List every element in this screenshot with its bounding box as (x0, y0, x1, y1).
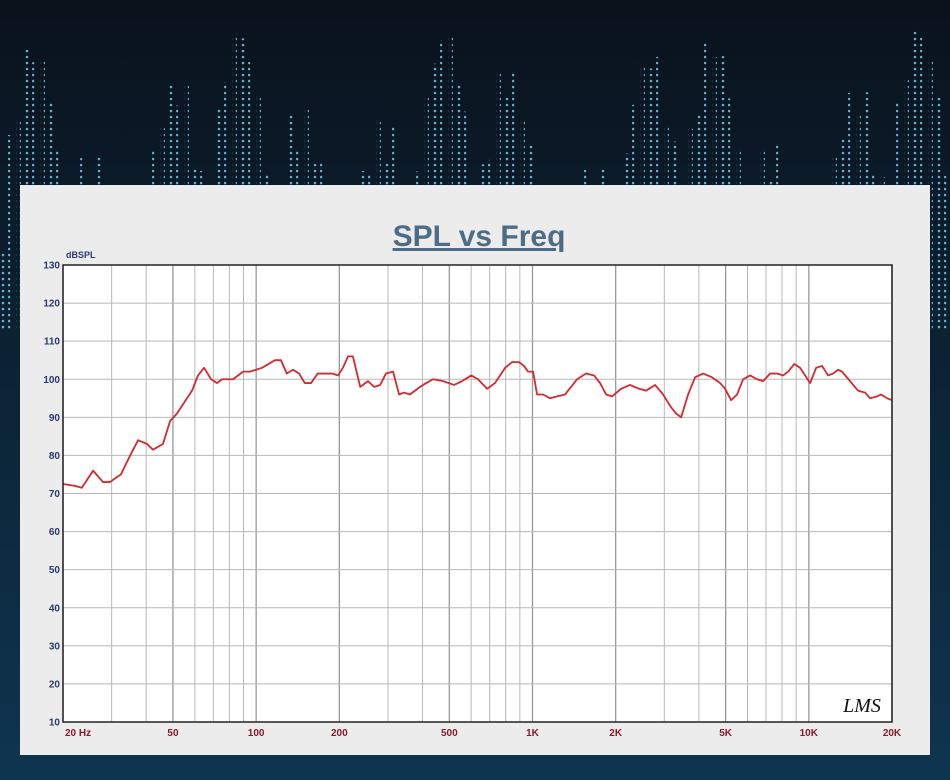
y-tick-label: 60 (49, 527, 61, 538)
y-tick-label: 70 (49, 489, 61, 500)
x-tick-label: 2K (609, 728, 623, 739)
spl-line (62, 355, 893, 489)
dot-column (920, 38, 925, 330)
chart-title: SPL vs Freq (393, 220, 566, 253)
x-tick-label: 200 (331, 728, 348, 739)
dot-column (936, 97, 941, 331)
x-tick-label: 20 Hz (65, 728, 91, 739)
dot-column (912, 31, 917, 331)
x-tick-label: 20K (883, 728, 902, 739)
dot-column (16, 118, 21, 330)
y-tick-label: 100 (43, 375, 60, 386)
x-tick-label: 5K (719, 728, 733, 739)
y-tick-label: 90 (49, 413, 61, 424)
x-tick-label: 50 (167, 728, 179, 739)
plot-border (62, 264, 893, 723)
y-tick-label: 130 (43, 261, 60, 272)
dot-column (448, 37, 453, 330)
y-tick-label: 110 (44, 337, 61, 348)
dot-column (0, 252, 5, 330)
x-tick-label: 1K (526, 728, 540, 739)
y-axis-label: dBSPL (66, 250, 96, 260)
dot-column (928, 61, 933, 330)
dot-column (240, 38, 245, 330)
y-tick-label: 20 (49, 679, 61, 690)
dot-column (232, 33, 237, 330)
x-tick-label: 500 (441, 728, 458, 739)
y-tick-label: 120 (43, 299, 60, 310)
y-tick-label: 10 (49, 718, 61, 729)
y-tick-label: 40 (49, 603, 61, 614)
watermark: LMS (842, 695, 881, 717)
dot-column (944, 176, 949, 330)
x-tick-label: 10K (800, 728, 819, 739)
y-tick-label: 50 (49, 565, 61, 576)
x-tick-label: 100 (248, 728, 265, 739)
y-tick-label: 30 (49, 641, 61, 652)
dot-column (8, 135, 13, 330)
y-tick-label: 80 (49, 451, 61, 462)
